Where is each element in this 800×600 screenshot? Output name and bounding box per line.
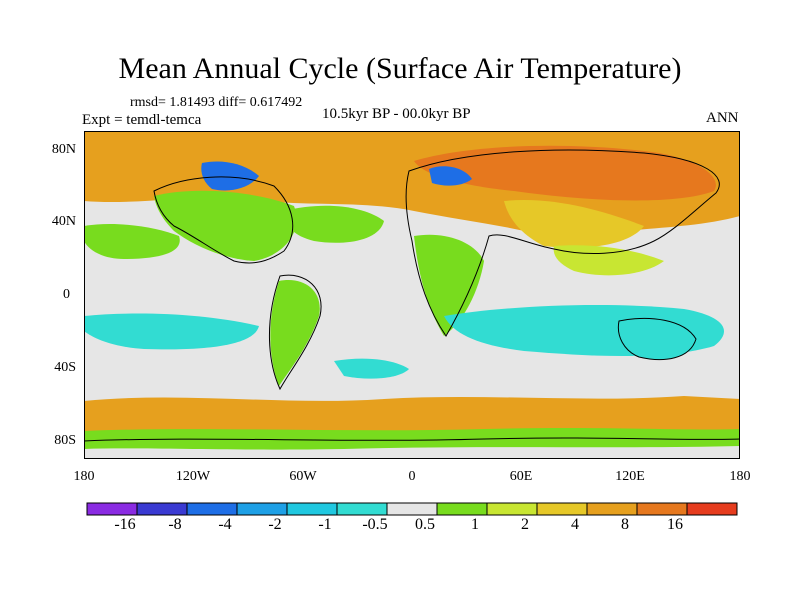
x-tick-120w: 120W: [175, 469, 211, 484]
y-tick-80n: 80N: [51, 142, 76, 157]
colorbar-label-1: 1: [471, 516, 479, 533]
colorbar-box-4: [286, 502, 338, 516]
north-america-green: [154, 190, 297, 261]
colorbar-box-9: [536, 502, 588, 516]
colorbar-label-16: 16: [667, 516, 683, 533]
asia-gold: [504, 200, 644, 248]
north-pacific-green: [84, 224, 180, 259]
colorbar-label-0.5: 0.5: [415, 516, 435, 533]
x-tick-60e: 60E: [509, 469, 533, 484]
colorbar-box-8: [486, 502, 538, 516]
stats-label: rmsd= 1.81493 diff= 0.617492: [130, 95, 303, 110]
antarctica-coast: [84, 437, 740, 442]
australia-coast: [617, 317, 697, 360]
colorbar-box-1: [136, 502, 188, 516]
north-america-coast: [153, 176, 294, 264]
y-tick-0: 0: [63, 287, 70, 302]
scandinavia-blue: [429, 166, 472, 186]
colorbar: [86, 502, 738, 516]
x-tick-180w: 180: [73, 469, 95, 484]
north-atlantic-green: [284, 205, 384, 243]
colorbar-box-5: [336, 502, 388, 516]
south-atlantic-cyan: [334, 358, 409, 379]
season-label: ANN: [706, 110, 739, 126]
south-pacific-cyan: [84, 313, 259, 350]
y-tick-40s: 40S: [54, 360, 76, 375]
south-america-coast: [268, 274, 322, 391]
siberia-hot-region: [414, 145, 716, 201]
colorbar-box-2: [186, 502, 238, 516]
x-tick-60w: 60W: [289, 469, 317, 484]
x-tick-120e: 120E: [615, 469, 645, 484]
experiment-label: Expt = temdl-temca: [82, 112, 202, 128]
colorbar-label-8: 8: [621, 516, 629, 533]
plot-title: Mean Annual Cycle (Surface Air Temperatu…: [118, 52, 682, 85]
colorbar-box-12: [686, 502, 738, 516]
eurasia-africa-coast: [405, 149, 720, 337]
australia-cyan: [618, 319, 696, 360]
x-tick-0: 0: [408, 469, 416, 484]
southern-ocean-warm-band: [84, 396, 740, 438]
colorbar-label--4: -4: [218, 516, 232, 533]
antarctic-green: [84, 428, 740, 450]
colorbar-label--2: -2: [268, 516, 282, 533]
y-tick-80s: 80S: [54, 433, 76, 448]
greenland-blue: [201, 161, 259, 191]
south-america-green: [270, 280, 320, 386]
map-frame: [84, 131, 740, 459]
colorbar-label-4: 4: [571, 516, 579, 533]
colorbar-box-3: [236, 502, 288, 516]
period-label: 10.5kyr BP - 00.0kyr BP: [322, 106, 471, 122]
colorbar-box-6: [386, 502, 438, 516]
y-tick-40n: 40N: [51, 214, 76, 229]
colorbar-box-7: [436, 502, 488, 516]
colorbar-box-11: [636, 502, 688, 516]
temperature-difference-map: [84, 131, 740, 459]
colorbar-box-0: [86, 502, 138, 516]
colorbar-label--1: -1: [318, 516, 332, 533]
colorbar-label-2: 2: [521, 516, 529, 533]
colorbar-box-10: [586, 502, 638, 516]
colorbar-label--8: -8: [168, 516, 182, 533]
colorbar-label--16: -16: [114, 516, 136, 533]
colorbar-label--0.5: -0.5: [362, 516, 388, 533]
x-tick-180e: 180: [729, 469, 751, 484]
